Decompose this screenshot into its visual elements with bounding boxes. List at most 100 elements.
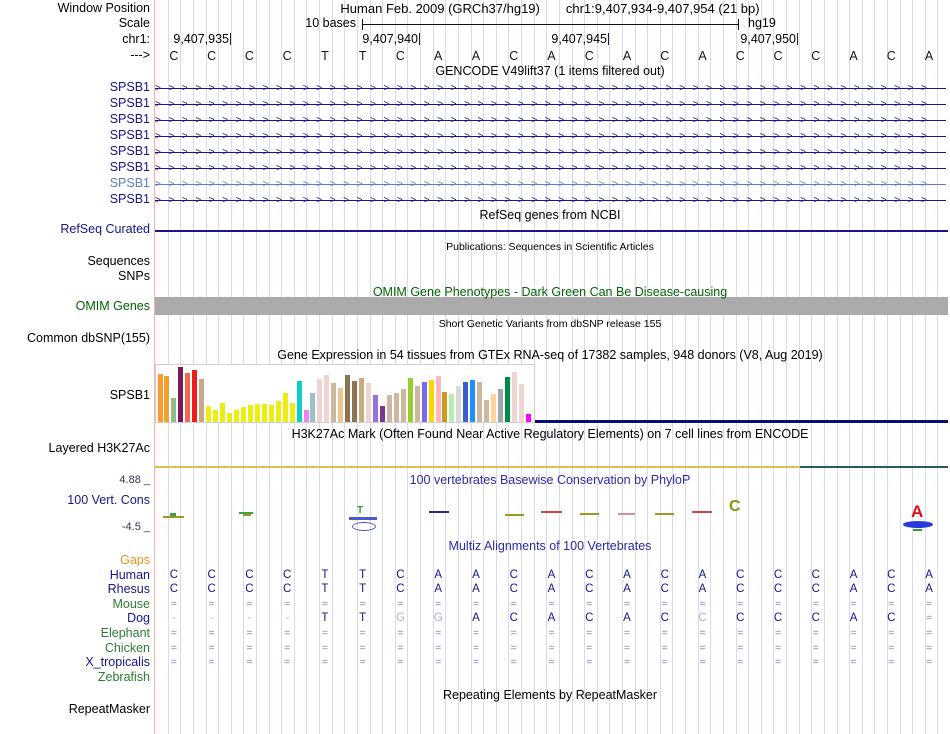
track-title-multiz[interactable]: Multiz Alignments of 100 Vertebrates [448, 539, 652, 553]
phylop-mark-dash [349, 517, 377, 520]
gene-direction-arrows: >>>>>>>>>>>>>>>>>>>>>>>>>>>>>>>>>>>>>>>>… [155, 179, 935, 190]
gridline [697, 0, 699, 734]
gene-transcript-row[interactable]: >>>>>>>>>>>>>>>>>>>>>>>>>>>>>>>>>>>>>>>>… [155, 177, 946, 193]
multiz-cell: = [586, 642, 593, 654]
gtex-tissue-bar [435, 376, 441, 422]
gtex-tissue-bar [359, 378, 365, 422]
multiz-cell: C [736, 612, 745, 624]
multiz-cell: = [548, 598, 555, 610]
phylop-mark-dash [655, 513, 674, 515]
gridline [912, 0, 914, 734]
multiz-cell: C [773, 569, 783, 581]
multiz-cell: = [397, 627, 404, 639]
repeatmasker-label[interactable]: RepeatMasker [68, 702, 150, 716]
track-title-publications[interactable]: Publications: Sequences in Scientific Ar… [446, 241, 654, 253]
gene-transcript-row[interactable]: >>>>>>>>>>>>>>>>>>>>>>>>>>>>>>>>>>>>>>>>… [155, 129, 946, 145]
publications-snps-label[interactable]: SNPs [118, 269, 150, 283]
track-title-dbsnp[interactable]: Short Genetic Variants from dbSNP releas… [438, 318, 662, 330]
gtex-tissue-bar [518, 384, 524, 422]
gtex-tissue-bar [407, 378, 413, 422]
gtex-expression-barchart[interactable] [155, 364, 535, 423]
gene-label[interactable]: SPSB1 [109, 144, 150, 158]
gene-intron-line [155, 136, 946, 137]
gtex-tissue-bar [254, 404, 260, 422]
gene-label[interactable]: SPSB1 [109, 80, 150, 94]
multiz-cell: = [812, 598, 819, 610]
multiz-species-label[interactable]: Zebrafish [97, 670, 150, 684]
omim-gene-bar[interactable] [155, 297, 948, 315]
multiz-species-label[interactable]: Mouse [112, 597, 150, 611]
multiz-cell: A [434, 583, 443, 595]
multiz-cell: C [585, 612, 594, 624]
window-position-value: Human Feb. 2009 (GRCh37/hg19) chr1:9,407… [155, 2, 945, 15]
multiz-cell: C [660, 612, 669, 624]
gridline [836, 0, 838, 734]
gene-label[interactable]: SPSB1 [109, 176, 150, 190]
multiz-cell: C [509, 569, 518, 581]
gene-label[interactable]: SPSB1 [109, 160, 150, 174]
multiz-species-label[interactable]: Elephant [100, 626, 150, 640]
multiz-species-label[interactable]: Chicken [104, 641, 150, 655]
track-title-h3k27ac[interactable]: H3K27Ac Mark (Often Found Near Active Re… [291, 427, 809, 441]
multiz-cell: = [510, 627, 517, 639]
multiz-cell: C [207, 569, 216, 581]
multiz-species-label[interactable]: Rhesus [107, 582, 150, 596]
multiz-cell: = [284, 598, 291, 610]
sequence-base: C [735, 49, 745, 63]
gene-label[interactable]: SPSB1 [109, 96, 150, 110]
gene-direction-arrows: >>>>>>>>>>>>>>>>>>>>>>>>>>>>>>>>>>>>>>>>… [155, 195, 935, 206]
sequence-base: C [886, 49, 896, 63]
gene-transcript-row[interactable]: >>>>>>>>>>>>>>>>>>>>>>>>>>>>>>>>>>>>>>>>… [155, 97, 946, 113]
multiz-cell: = [359, 656, 366, 668]
multiz-cell: C [887, 569, 896, 581]
sequence-base: C [773, 49, 783, 63]
publications-sequences-label[interactable]: Sequences [87, 254, 150, 268]
track-title-gencode[interactable]: GENCODE V49lift37 (1 items filtered out) [435, 64, 665, 78]
gridline [748, 0, 750, 734]
track-title-omim[interactable]: OMIM Gene Phenotypes - Dark Green Can Be… [372, 285, 728, 299]
gene-transcript-row[interactable]: >>>>>>>>>>>>>>>>>>>>>>>>>>>>>>>>>>>>>>>>… [155, 81, 946, 97]
refseq-curated-label[interactable]: RefSeq Curated [60, 222, 150, 236]
multiz-species-label[interactable]: X_tropicalis [85, 655, 150, 669]
gene-transcript-row[interactable]: >>>>>>>>>>>>>>>>>>>>>>>>>>>>>>>>>>>>>>>>… [155, 145, 946, 161]
gtex-tissue-bar [331, 383, 337, 422]
multiz-cell: T [359, 612, 367, 624]
multiz-species-label[interactable]: Gaps [120, 553, 150, 567]
gtex-gene-label[interactable]: SPSB1 [109, 388, 150, 402]
refseq-gene-bar[interactable] [155, 230, 948, 232]
sequence-base: A [698, 49, 707, 63]
gene-transcript-row[interactable]: >>>>>>>>>>>>>>>>>>>>>>>>>>>>>>>>>>>>>>>>… [155, 113, 946, 129]
multiz-cell: C [396, 583, 405, 595]
scale-value: 10 bases [305, 16, 356, 30]
track-title-repeatmasker[interactable]: Repeating Elements by RepeatMasker [442, 688, 657, 702]
track-title-gtex[interactable]: Gene Expression in 54 tissues from GTEx … [277, 348, 823, 362]
gene-transcript-row[interactable]: >>>>>>>>>>>>>>>>>>>>>>>>>>>>>>>>>>>>>>>>… [155, 193, 946, 209]
phylop-track-label[interactable]: 100 Vert. Cons [67, 493, 150, 507]
phylop-mark-dash [429, 511, 449, 513]
omim-genes-label[interactable]: OMIM Genes [75, 299, 150, 313]
multiz-cell: C [245, 569, 254, 581]
multiz-cell: C [207, 583, 216, 595]
track-title-phylop[interactable]: 100 vertebrates Basewise Conservation by… [409, 473, 691, 487]
multiz-species-label[interactable]: Human [109, 568, 150, 582]
multiz-species-label[interactable]: Dog [127, 611, 150, 625]
multiz-cell: A [547, 583, 556, 595]
gene-label[interactable]: SPSB1 [109, 192, 150, 206]
layered-h3k27ac-label[interactable]: Layered H3K27Ac [48, 441, 150, 455]
multiz-cell: = [699, 656, 706, 668]
scale-ruler-right-tick [738, 19, 739, 30]
ruler-tick [419, 33, 420, 45]
gene-transcript-row[interactable]: >>>>>>>>>>>>>>>>>>>>>>>>>>>>>>>>>>>>>>>>… [155, 161, 946, 177]
gene-label[interactable]: SPSB1 [109, 128, 150, 142]
gtex-tissue-bar [393, 393, 399, 422]
common-dbsnp-label[interactable]: Common dbSNP(155) [27, 331, 150, 345]
track-title-refseq[interactable]: RefSeq genes from NCBI [479, 208, 621, 222]
gene-label[interactable]: SPSB1 [109, 112, 150, 126]
gridline [710, 0, 712, 734]
multiz-cell: = [850, 656, 857, 668]
